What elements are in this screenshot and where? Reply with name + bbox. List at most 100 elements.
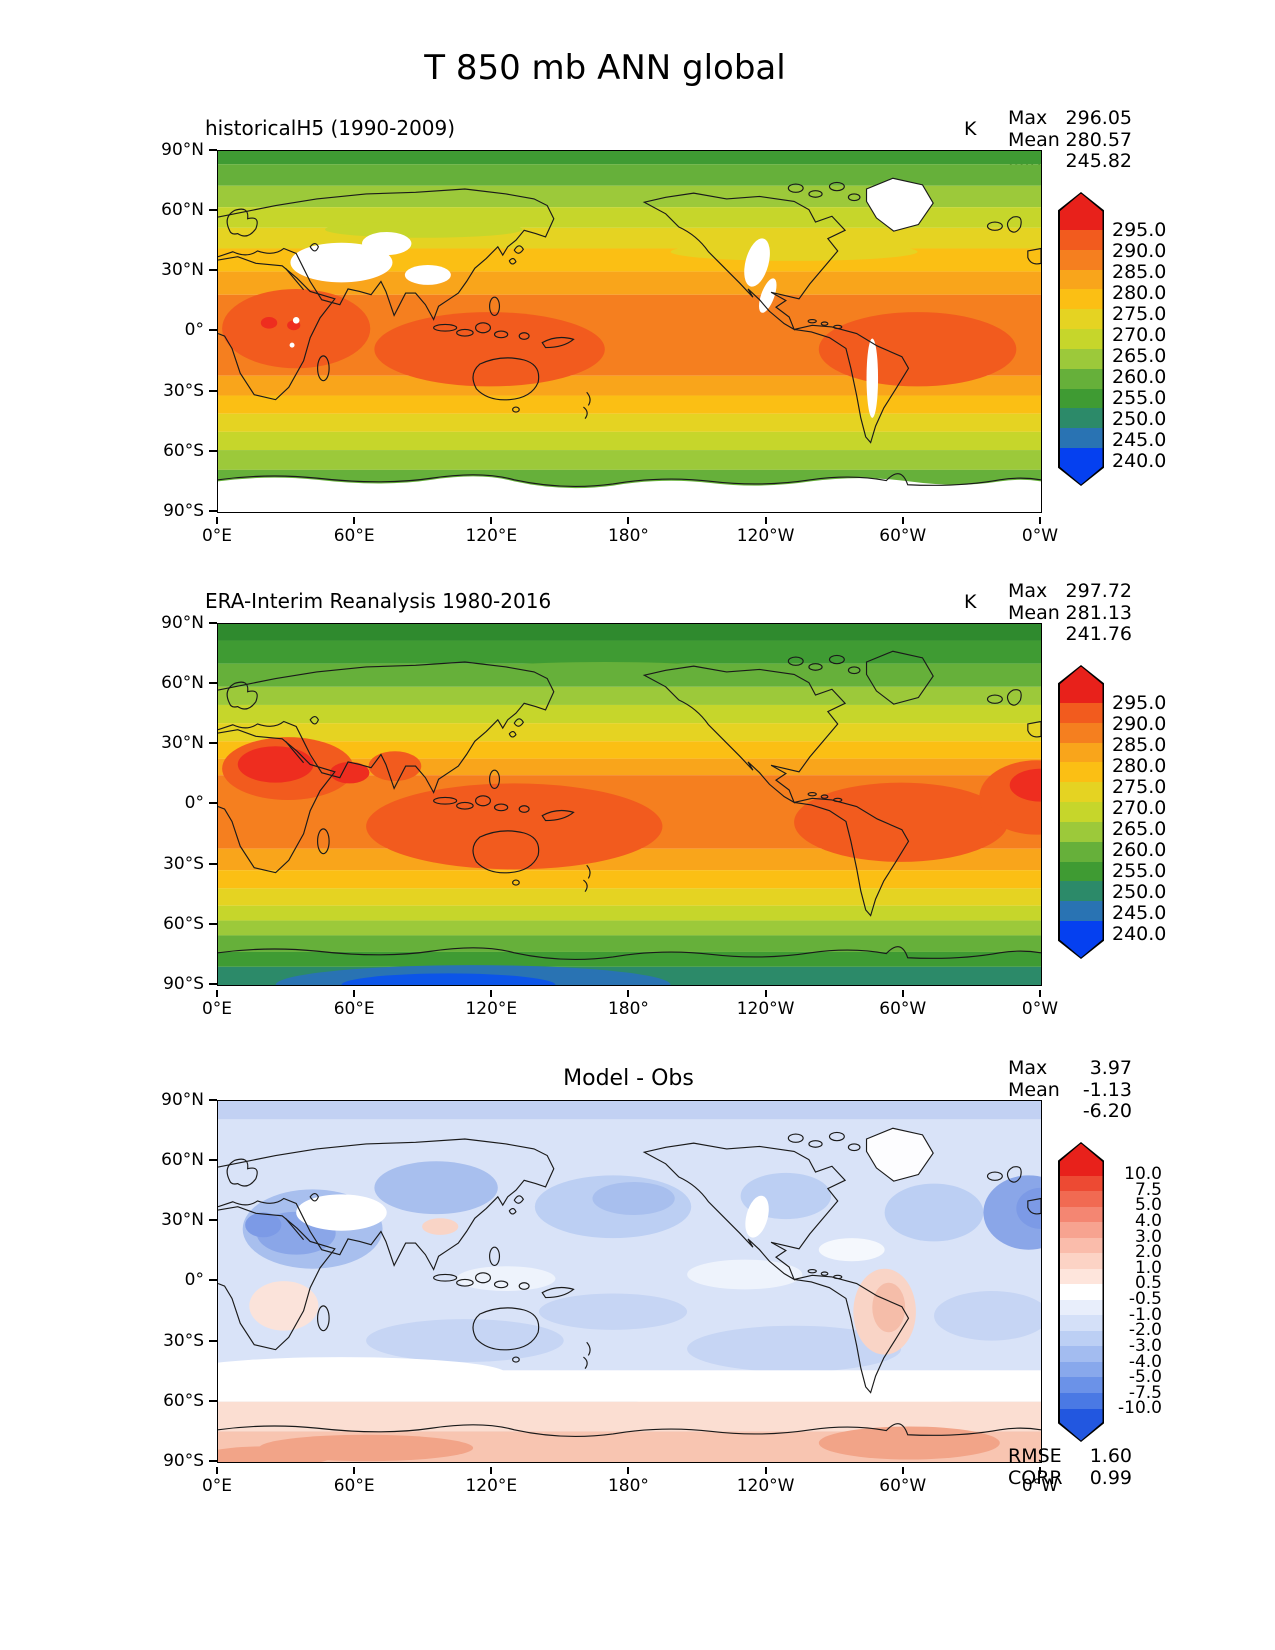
colorbar-band — [1059, 1191, 1103, 1207]
y-tick-label: 60°S — [163, 441, 217, 461]
stat-row: RMSE 1.60 — [1008, 1445, 1132, 1468]
x-tick-label: 120°E — [456, 517, 526, 546]
colorbar-band — [1059, 1206, 1103, 1223]
colorbar-tick-label: 4.0 — [1134, 1210, 1162, 1231]
colorbar-extend-min — [1059, 941, 1103, 958]
colorbar — [1058, 1142, 1104, 1442]
colorbar-band — [1059, 1346, 1103, 1362]
colorbar-band — [1059, 702, 1103, 723]
model-masked-regions — [218, 178, 1041, 512]
colorbar-tick-label: 255.0 — [1112, 860, 1167, 882]
colorbar-tick-label: 270.0 — [1112, 797, 1167, 819]
x-tick-label: 180° — [593, 990, 663, 1019]
units-label: K — [964, 118, 977, 140]
colorbar-band — [1059, 1361, 1103, 1378]
panel-reanalysis: ERA-Interim Reanalysis 1980-2016 K Max 2… — [0, 580, 1275, 1054]
panel-difference: Model - Obs Max 3.97 Mean -1.13 Min -6.2… — [0, 1057, 1275, 1531]
y-tick-label: 60°N — [161, 673, 217, 693]
colorbar-extend-min — [1059, 1424, 1103, 1441]
colorbar-extend-max — [1059, 1143, 1103, 1160]
colorbar-tick-label: 270.0 — [1112, 324, 1167, 346]
colorbar-band — [1059, 428, 1103, 449]
colorbar-band — [1059, 249, 1103, 270]
colorbar-band — [1059, 408, 1103, 429]
stat-row: Mean 281.13 — [1008, 601, 1132, 625]
colorbar-band — [1059, 782, 1103, 803]
colorbar-tick-label: 275.0 — [1112, 776, 1167, 798]
colorbar-band — [1059, 1222, 1103, 1238]
y-tick-label: 90°N — [161, 613, 217, 633]
stat-value: -1.13 — [1082, 1078, 1132, 1101]
colorbar-tick-label: 290.0 — [1112, 240, 1167, 262]
x-axis-ticks: 0°E 60°E 120°E 180° 120°W 60°W 0°W — [182, 990, 1075, 1019]
reanalysis-temperature-field — [218, 624, 1041, 985]
colorbar-band — [1059, 722, 1103, 743]
colorbar-band — [1059, 388, 1103, 409]
colorbar-tick-label: 265.0 — [1112, 818, 1167, 840]
stat-row: Max 3.97 — [1008, 1057, 1132, 1080]
colorbar-tick-label: 2.0 — [1134, 1242, 1162, 1263]
colorbar-extend-min — [1059, 468, 1103, 485]
difference-masked-regions — [296, 1128, 934, 1238]
colorbar-tick-label: 280.0 — [1112, 282, 1167, 304]
y-tick-label: 0° — [185, 320, 217, 340]
model-map — [218, 151, 1041, 512]
page-title: T 850 mb ANN global — [424, 48, 786, 88]
x-tick-label: 0°W — [1005, 990, 1075, 1019]
reanalysis-map — [218, 624, 1041, 985]
colorbar-band — [1059, 269, 1103, 290]
colorbar-band — [1059, 1175, 1103, 1192]
difference-map-frame — [217, 1100, 1042, 1463]
colorbar-tick-label: 295.0 — [1112, 219, 1167, 241]
colorbar-tick-label: 10.0 — [1124, 1164, 1162, 1184]
stat-label: Mean — [1008, 1078, 1060, 1101]
y-tick-label: 0° — [185, 793, 217, 813]
colorbar-extend-max — [1059, 666, 1103, 683]
colorbar-tick-label: -0.5 — [1128, 1289, 1162, 1309]
colorbar-tick-label: -10.0 — [1118, 1398, 1162, 1419]
stat-label: Max — [1008, 107, 1048, 129]
panel-model: historicalH5 (1990-2009) K Max 296.05 Me… — [0, 107, 1275, 581]
units-label: K — [964, 591, 977, 613]
y-tick-label: 60°S — [163, 914, 217, 934]
x-tick-label: 180° — [593, 1467, 663, 1496]
colorbar-tick-labels: 295.0 290.0 285.0 280.0 275.0 270.0 265.0 260.0… — [1112, 219, 1172, 472]
stat-label: CORR — [1008, 1466, 1063, 1489]
colorbar — [1058, 665, 1104, 959]
stat-value: 281.13 — [1065, 601, 1132, 624]
x-tick-label: 0°W — [1005, 1467, 1075, 1496]
y-tick-label: 90°N — [161, 1090, 217, 1110]
x-tick-label: 60°W — [868, 990, 938, 1019]
y-tick-label: 60°S — [163, 1391, 217, 1411]
colorbar-band — [1059, 683, 1103, 703]
reanalysis-map-frame — [217, 623, 1042, 986]
stat-row: Mean -1.13 — [1008, 1078, 1132, 1102]
stat-value: 0.99 — [1089, 1466, 1132, 1489]
colorbar-band — [1059, 881, 1103, 902]
stat-row: Max 297.72 — [1008, 580, 1132, 603]
colorbar-band — [1059, 1268, 1103, 1285]
colorbar-band — [1059, 802, 1103, 822]
x-tick-label: 60°W — [868, 517, 938, 546]
x-tick-label: 120°E — [456, 990, 526, 1019]
colorbar-tick-label: 285.0 — [1112, 261, 1167, 283]
colorbar-band — [1059, 348, 1103, 369]
colorbar-band — [1059, 861, 1103, 882]
colorbar-band — [1059, 309, 1103, 330]
y-tick-label: 30°N — [161, 733, 217, 753]
colorbar-tick-label: 240.0 — [1112, 923, 1167, 945]
colorbar-tick-label: 240.0 — [1112, 450, 1167, 472]
stat-value: 1.60 — [1089, 1445, 1132, 1467]
colorbar-tick-label: 245.0 — [1112, 429, 1167, 451]
x-tick-label: 120°W — [731, 517, 801, 546]
colorbar-tick-label: 285.0 — [1112, 734, 1167, 756]
x-tick-label: 60°E — [319, 1467, 389, 1496]
x-tick-label: 0°E — [182, 517, 252, 546]
y-tick-label: 30°N — [161, 1210, 217, 1230]
x-axis-ticks: 0°E 60°E 120°E 180° 120°W 60°W 0°W — [182, 1467, 1075, 1496]
y-tick-label: 90°N — [161, 140, 217, 160]
colorbar-band — [1059, 742, 1103, 763]
stat-value: 3.97 — [1089, 1057, 1132, 1079]
stat-label: Mean — [1008, 601, 1060, 624]
